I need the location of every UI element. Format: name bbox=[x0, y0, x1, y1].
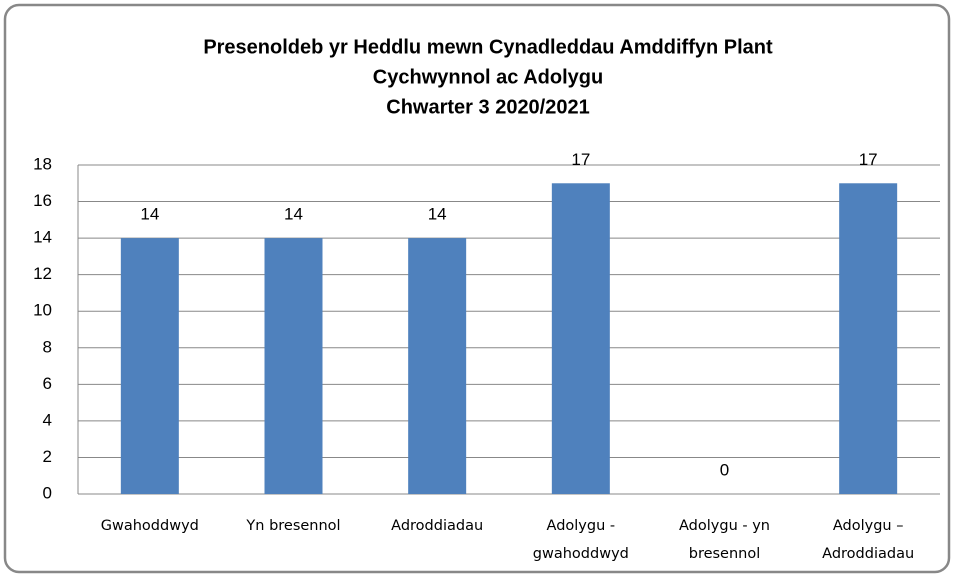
data-label: 14 bbox=[284, 205, 303, 224]
y-tick-label: 14 bbox=[33, 228, 52, 247]
chart-title: Presenoldeb yr Heddlu mewn Cynadleddau A… bbox=[203, 36, 773, 58]
data-label: 14 bbox=[428, 205, 447, 224]
y-tick-label: 6 bbox=[43, 374, 52, 393]
chart-frame bbox=[3, 3, 951, 574]
bar bbox=[264, 238, 323, 494]
y-tick-label: 8 bbox=[43, 337, 52, 356]
x-tick-label: Adolygu - yn bresennol bbox=[679, 518, 770, 562]
chart-title: Chwarter 3 2020/2021 bbox=[386, 96, 589, 118]
bar bbox=[839, 183, 898, 494]
bar bbox=[408, 238, 467, 494]
data-label: 17 bbox=[571, 150, 590, 169]
bar bbox=[551, 183, 610, 494]
y-tick-label: 18 bbox=[33, 154, 52, 173]
data-label: 17 bbox=[859, 150, 878, 169]
y-tick-label: 10 bbox=[33, 301, 52, 320]
data-label: 14 bbox=[140, 205, 159, 224]
x-tick-label: Adolygu - gwahoddwyd bbox=[532, 518, 629, 562]
x-tick-label: Yn bresennol bbox=[246, 518, 341, 534]
y-tick-label: 12 bbox=[33, 264, 52, 283]
y-tick-label: 0 bbox=[43, 483, 52, 502]
x-tick-label: Adroddiadau bbox=[391, 518, 484, 534]
chart-title: Cychwynnol ac Adolygu bbox=[373, 66, 603, 88]
y-tick-label: 16 bbox=[33, 191, 52, 210]
data-label: 0 bbox=[720, 460, 729, 479]
y-tick-label: 4 bbox=[43, 410, 52, 429]
x-tick-label: Adolygu – Adroddiadau bbox=[822, 518, 915, 562]
y-tick-label: 2 bbox=[43, 447, 52, 466]
x-tick-label: Gwahoddwyd bbox=[100, 518, 199, 534]
bar bbox=[120, 238, 179, 494]
